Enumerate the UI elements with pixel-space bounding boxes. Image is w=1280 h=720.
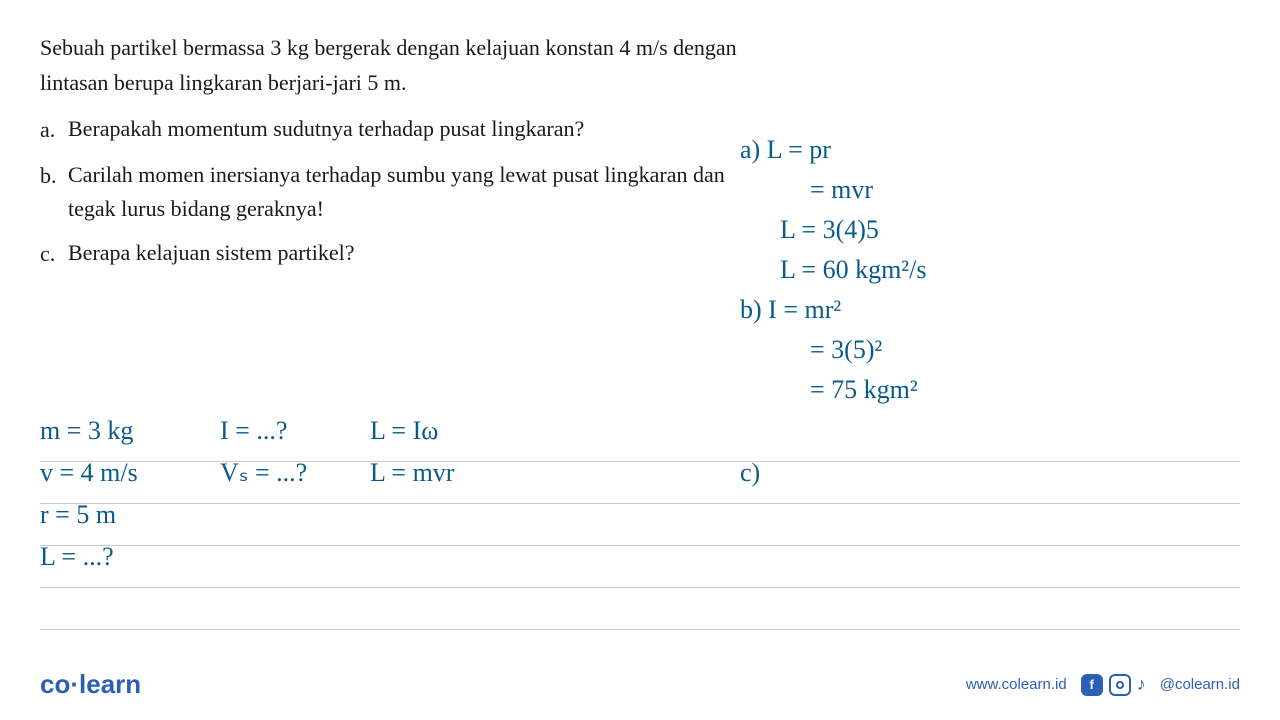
question-c: c. Berapa kelajuan sistem partikel? [40, 236, 740, 271]
logo: co·learn [40, 669, 141, 700]
logo-learn: learn [79, 669, 141, 699]
hw-a-345: L = 3(4)5 [780, 215, 879, 245]
question-b: b. Carilah momen inersianya terhadap sum… [40, 158, 740, 226]
hw-b-75: = 75 kgm² [810, 375, 918, 405]
question-text-c: Berapa kelajuan sistem partikel? [68, 236, 355, 271]
social-icons: f ♪ [1081, 674, 1146, 696]
footer-url: www.colearn.id [966, 676, 1067, 693]
hw-I-q: I = ...? [220, 416, 287, 446]
hw-a-Lpr: a) L = pr [740, 135, 831, 165]
instagram-icon [1109, 674, 1131, 696]
hw-m: m = 3 kg [40, 416, 133, 446]
logo-dot: · [70, 669, 79, 699]
hw-a-60: L = 60 kgm²/s [780, 255, 926, 285]
hw-L-Iw: L = Iω [370, 416, 438, 446]
question-text-b: Carilah momen inersianya terhadap sumbu … [68, 158, 740, 226]
hw-b-Imr2: b) I = mr² [740, 295, 841, 325]
question-letter-b: b. [40, 158, 68, 226]
handwriting-area: m = 3 kg v = 4 m/s r = 5 m L = ...? I = … [40, 420, 1240, 630]
footer-right: www.colearn.id f ♪ @colearn.id [966, 674, 1240, 696]
hw-L-q: L = ...? [40, 542, 114, 572]
logo-co: co [40, 669, 70, 699]
question-a: a. Berapakah momentum sudutnya terhadap … [40, 112, 740, 147]
hw-r: r = 5 m [40, 500, 116, 530]
question-letter-c: c. [40, 236, 68, 271]
question-letter-a: a. [40, 112, 68, 147]
question-text-a: Berapakah momentum sudutnya terhadap pus… [68, 112, 584, 147]
hw-c: c) [740, 458, 760, 488]
facebook-icon: f [1081, 674, 1103, 696]
hw-a-mvr: = mvr [810, 175, 873, 205]
tiktok-icon: ♪ [1137, 674, 1146, 695]
hw-L-mvr: L = mvr [370, 458, 454, 488]
hw-Vs-q: Vₛ = ...? [220, 458, 307, 488]
footer: co·learn www.colearn.id f ♪ @colearn.id [40, 669, 1240, 700]
hw-v: v = 4 m/s [40, 458, 138, 488]
hw-b-35sq: = 3(5)² [810, 335, 882, 365]
problem-intro: Sebuah partikel bermassa 3 kg bergerak d… [40, 30, 740, 100]
footer-handle: @colearn.id [1160, 676, 1240, 693]
